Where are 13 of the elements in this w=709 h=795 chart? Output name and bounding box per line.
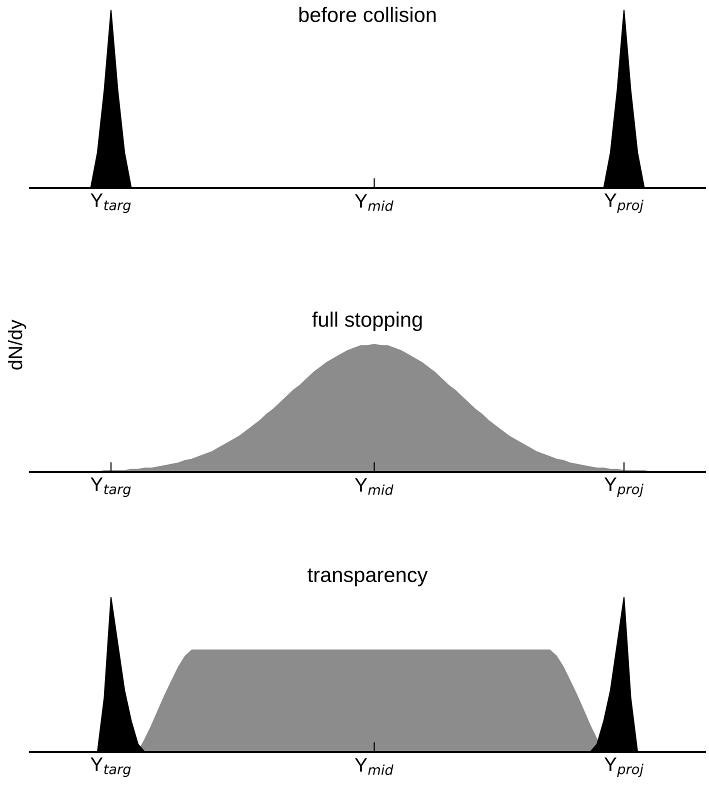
x-tick-label: Y$_{proj}$ — [604, 758, 644, 777]
chart-title: before collision — [299, 6, 436, 22]
chart-title: full stopping — [312, 312, 422, 332]
x-tick-label: Y$_{mid}$ — [354, 478, 394, 495]
x-tick-label: Y$_{targ}$ — [90, 478, 131, 497]
y-axis-title: dN/dy — [8, 320, 26, 370]
x-tick-label: Y$_{proj}$ — [604, 194, 644, 213]
chart-title: transparency — [308, 568, 428, 586]
x-tick-label: Y$_{mid}$ — [354, 758, 394, 775]
x-tick-label: Y$_{mid}$ — [354, 194, 394, 211]
x-tick-label: Y$_{targ}$ — [90, 758, 131, 777]
x-tick-label: Y$_{targ}$ — [90, 194, 131, 213]
x-tick-label: Y$_{proj}$ — [604, 478, 644, 497]
